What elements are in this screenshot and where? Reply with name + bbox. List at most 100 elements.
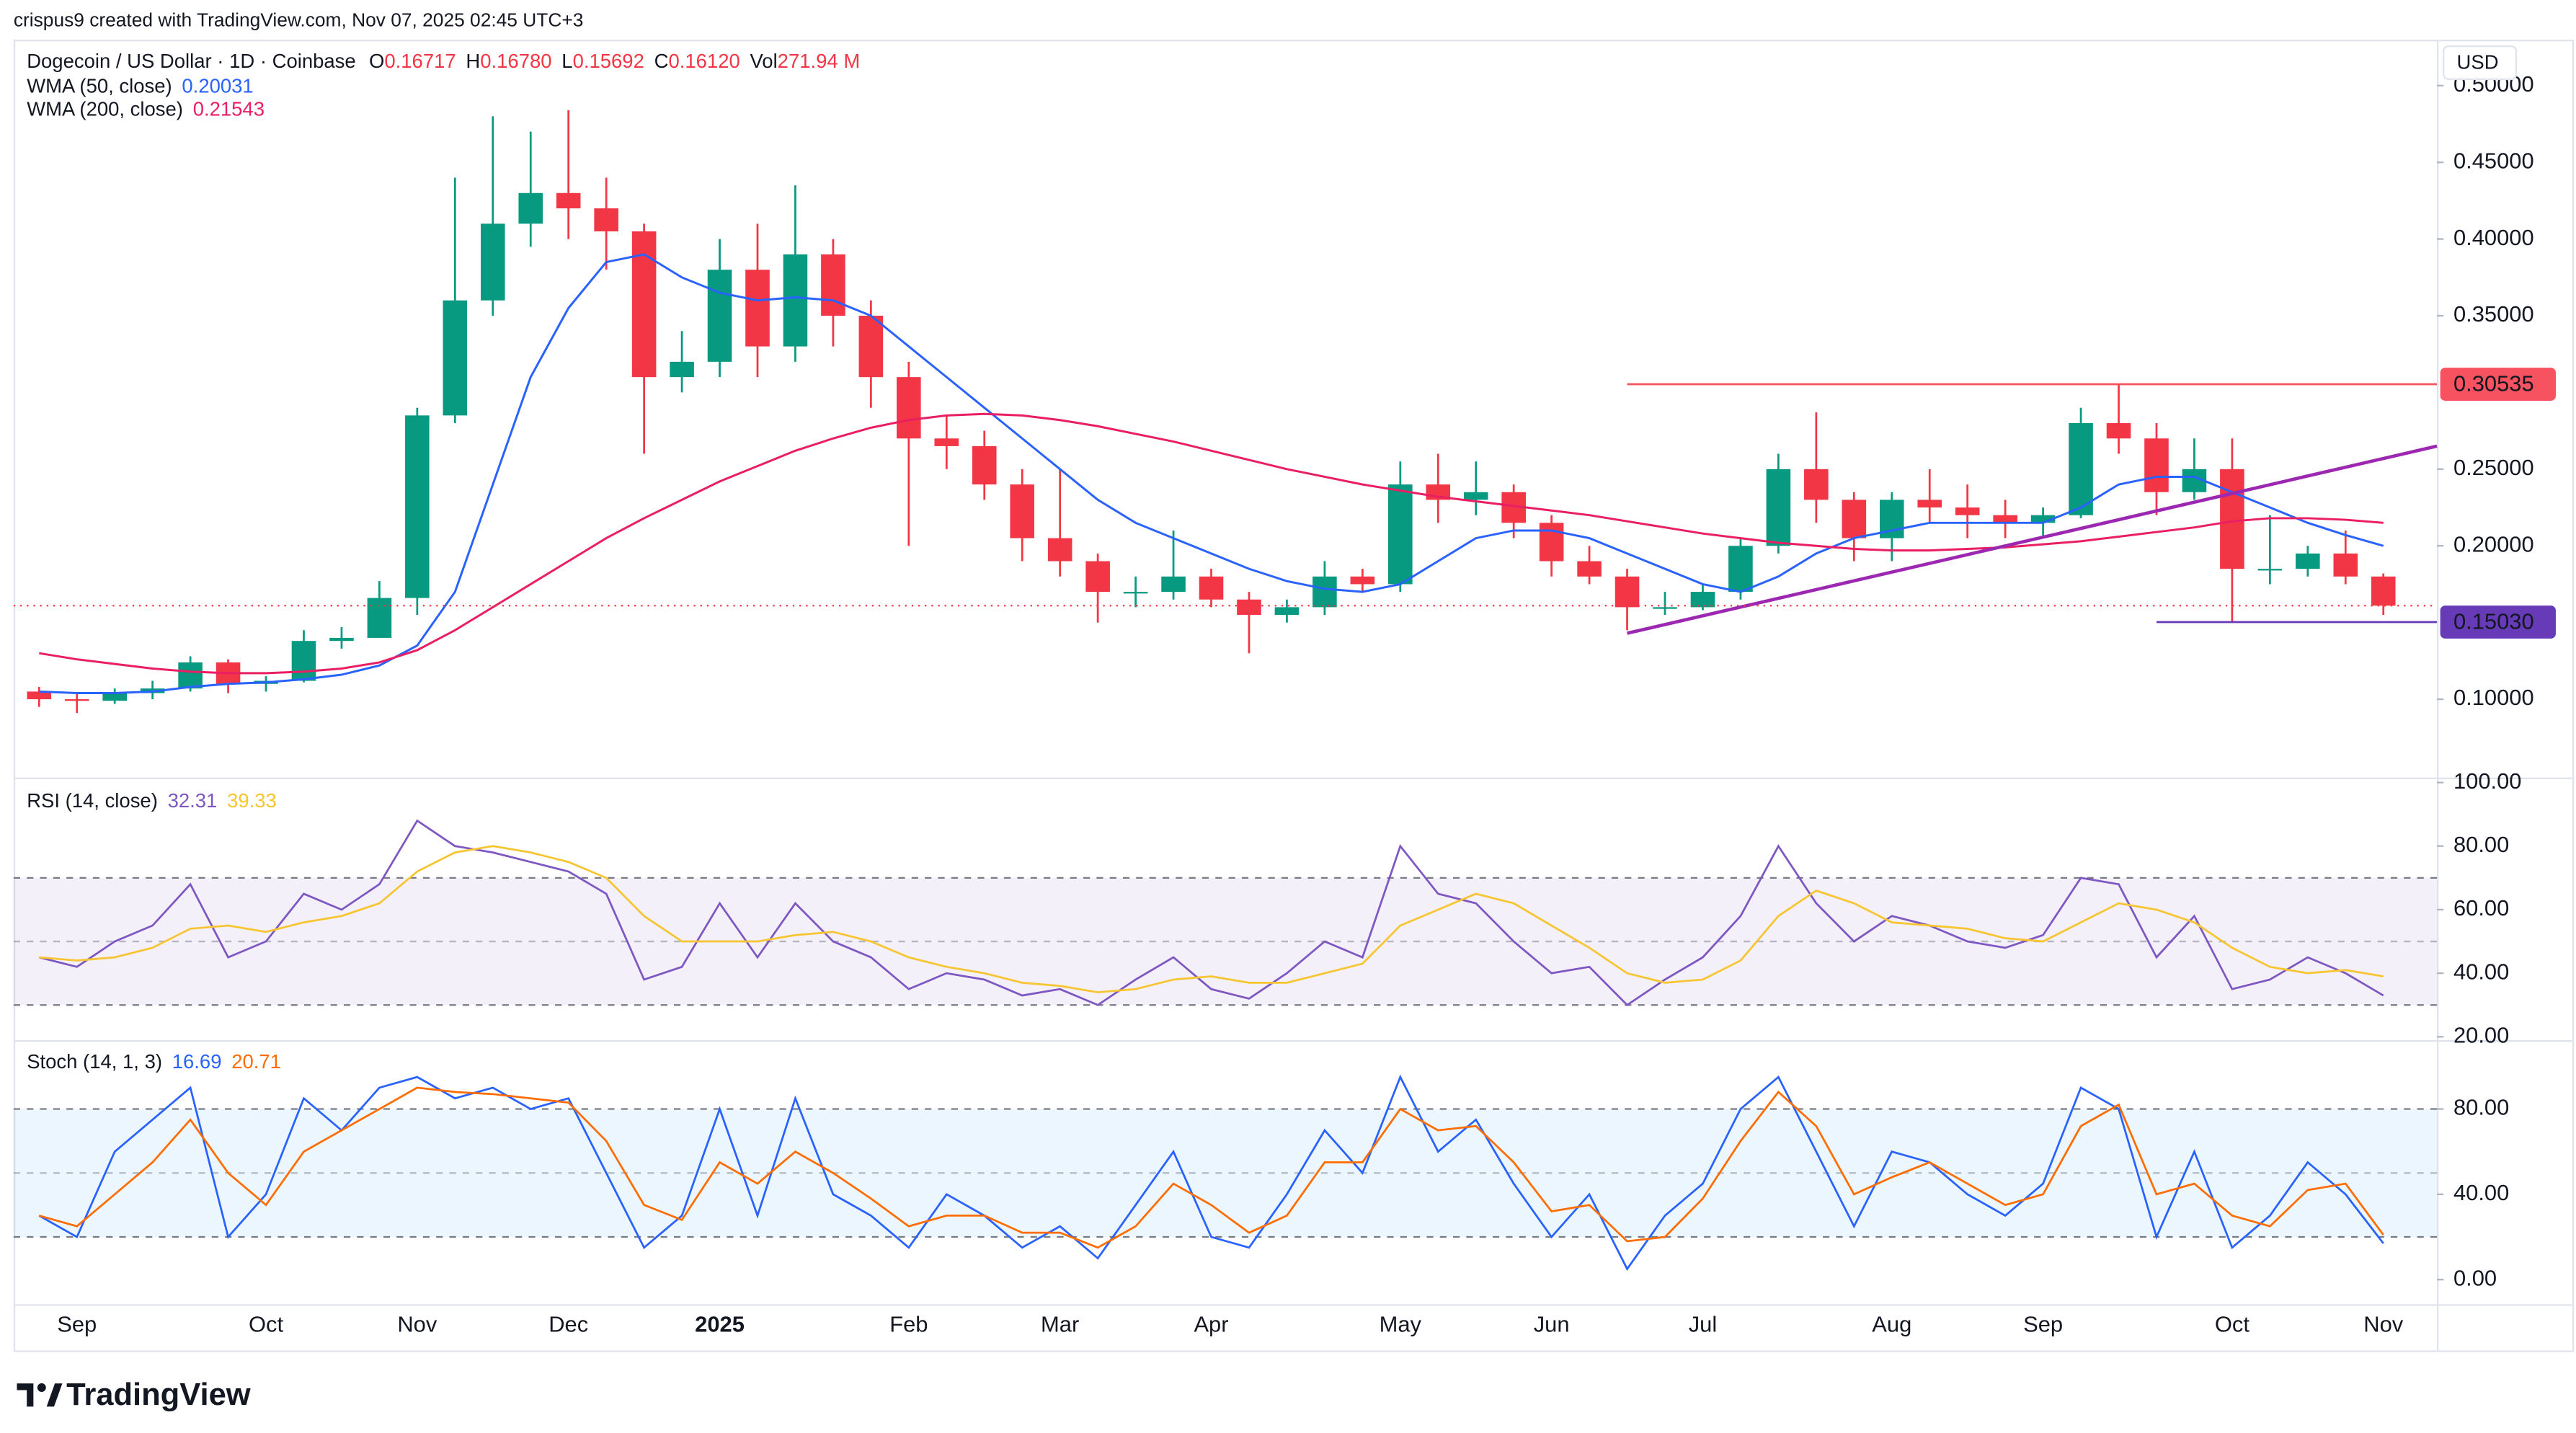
x-tick-label: Oct xyxy=(2215,1311,2249,1336)
x-tick-label: Mar xyxy=(1041,1311,1079,1336)
logo-mark xyxy=(37,1383,46,1392)
quote-key: Vol xyxy=(750,50,777,72)
indicator-line xyxy=(38,1086,2384,1249)
candle-body xyxy=(1010,484,1034,538)
y-tick-label: 80.00 xyxy=(2453,1095,2509,1120)
trendline xyxy=(1627,444,2438,635)
x-tick-label: Aug xyxy=(1872,1311,1911,1336)
candle-body xyxy=(1199,576,1224,600)
candle-body xyxy=(1804,469,1829,500)
candle-body xyxy=(1842,500,1867,538)
x-tick-label: Sep xyxy=(57,1311,97,1336)
logo-mark xyxy=(17,1383,34,1407)
legend-value: 16.69 xyxy=(172,1050,222,1073)
candle-body xyxy=(2371,576,2396,606)
candle-body xyxy=(443,300,468,416)
candle-body xyxy=(897,377,921,439)
legend-value: 0.20031 xyxy=(182,75,253,97)
currency[interactable]: USD xyxy=(2457,50,2499,73)
quote-value: 0.16120 xyxy=(668,50,740,72)
legend-name: WMA (50, close) xyxy=(27,75,172,97)
x-tick-label: Oct xyxy=(249,1311,283,1336)
candle-body xyxy=(934,438,959,446)
legend-name: WMA (200, close) xyxy=(27,98,183,120)
y-tick-label: 0.40000 xyxy=(2453,225,2534,250)
indicator-line xyxy=(38,1074,2384,1272)
candle-body xyxy=(631,231,657,378)
indicator-line xyxy=(39,845,2384,993)
quote-value: 0.16717 xyxy=(384,50,456,72)
quote: O0.16717 H0.16780 L0.15692 C0.16120 Vol271.9… xyxy=(369,50,860,72)
legend-name: Stoch (14, 1, 3) xyxy=(27,1050,162,1073)
candle-body xyxy=(1237,599,1261,616)
candle-body xyxy=(1653,607,1677,609)
candle-body xyxy=(1615,576,1640,608)
candle-body xyxy=(2257,569,2283,571)
candle-body xyxy=(1313,576,1337,608)
candle-body xyxy=(1123,592,1148,594)
quote-key: O xyxy=(369,50,384,72)
y-tick-label: 20.00 xyxy=(2453,1022,2509,1047)
legend-value: 20.71 xyxy=(231,1050,281,1073)
candle-body xyxy=(178,662,203,689)
candle-body xyxy=(1577,561,1602,577)
price-label: 0.15030 xyxy=(2453,608,2534,634)
legend: WMA (200, close) 0.21543 xyxy=(27,98,265,120)
legend: Stoch (14, 1, 3) 16.69 20.71 xyxy=(27,1050,281,1073)
quote-value: 0.16780 xyxy=(480,50,551,72)
y-tick-label: 40.00 xyxy=(2453,1180,2509,1205)
candle-body xyxy=(367,598,392,638)
price-label-box xyxy=(2440,368,2556,401)
credit: crispus9 created with TradingView.com, N… xyxy=(14,9,584,31)
x-tick-label: 2025 xyxy=(695,1311,745,1336)
candle-body xyxy=(1388,484,1413,585)
symbol: Dogecoin / US Dollar · 1D · Coinbase xyxy=(27,50,355,72)
candle-body xyxy=(1463,492,1488,500)
y-tick-label: 0.35000 xyxy=(2453,301,2534,327)
y-tick-label: 100.00 xyxy=(2453,768,2522,794)
x-tick-label: Jun xyxy=(1534,1311,1570,1336)
candle-body xyxy=(1350,576,1375,585)
candle-body xyxy=(1274,607,1300,616)
wma-line xyxy=(39,253,2384,695)
candle-body xyxy=(594,208,618,231)
y-tick-label: 0.20000 xyxy=(2453,531,2534,556)
y-tick-label: 0.25000 xyxy=(2453,455,2534,480)
candle-body xyxy=(1161,576,1186,593)
candle-body xyxy=(1955,507,1980,515)
candle-body xyxy=(745,270,770,347)
legend-name: RSI (14, close) xyxy=(27,789,158,812)
candle-body xyxy=(1917,500,1942,508)
candle-body xyxy=(2333,553,2358,577)
legend: WMA (50, close) 0.20031 xyxy=(27,75,254,97)
candle-body xyxy=(2106,422,2131,439)
band-fill xyxy=(13,1109,2438,1238)
quote-key: C xyxy=(654,50,669,72)
logo xyxy=(17,1383,63,1407)
band-fill xyxy=(13,877,2438,1006)
x-tick-label: Jul xyxy=(1689,1311,1718,1336)
candle-body xyxy=(707,270,732,362)
x-tick-label: Nov xyxy=(2363,1311,2404,1336)
candle-body xyxy=(821,254,845,316)
candle-body xyxy=(329,637,354,642)
x-tick-label: Dec xyxy=(548,1311,588,1336)
quote-key: L xyxy=(561,50,572,72)
y-tick-label: 40.00 xyxy=(2453,959,2509,984)
candle-body xyxy=(291,641,316,681)
candle-body xyxy=(64,699,89,701)
quote-value: 271.94 M xyxy=(778,50,861,72)
y-tick-label: 60.00 xyxy=(2453,895,2509,920)
y-tick-label: 0.00 xyxy=(2453,1265,2497,1290)
x-tick-label: Nov xyxy=(397,1311,438,1336)
candle-body xyxy=(2144,438,2169,492)
candle-body xyxy=(1047,538,1072,562)
y-tick-label: 80.00 xyxy=(2453,832,2509,857)
candle-body xyxy=(2296,553,2320,569)
currency-box[interactable] xyxy=(2443,45,2518,81)
quote-value: 0.15692 xyxy=(573,50,644,72)
x-tick-label: Feb xyxy=(889,1311,928,1336)
y-tick-label: 0.10000 xyxy=(2453,685,2534,710)
